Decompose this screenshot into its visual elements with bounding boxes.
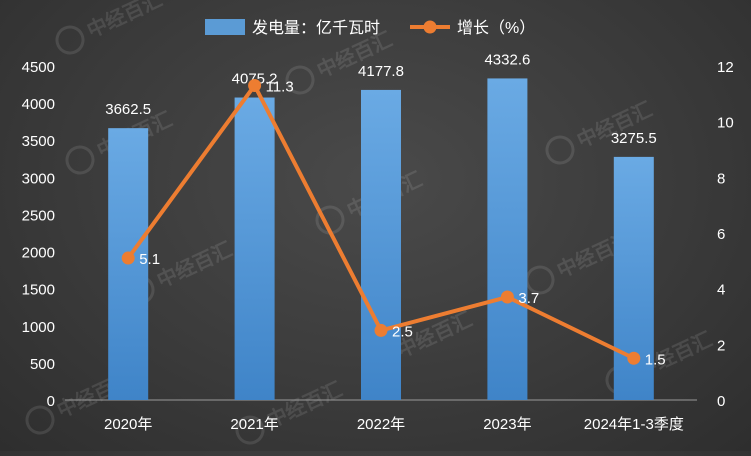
y-right-tick-label: 12 — [717, 59, 734, 76]
line-data-labels: 5.1 11.3 2.5 3.7 1.5 — [139, 78, 665, 368]
legend: 发电量：亿千瓦时 增长（%） — [205, 19, 535, 37]
legend-line-label: 增长（%） — [457, 19, 535, 37]
line-data-label: 11.3 — [266, 78, 294, 95]
y-left-tick-label: 4500 — [22, 59, 55, 76]
line-data-label: 3.7 — [518, 290, 539, 307]
bar-data-label: 4332.6 — [484, 51, 530, 68]
bar-data-label: 3662.5 — [105, 101, 151, 118]
y-right-tick-label: 2 — [717, 337, 725, 354]
line-series — [121, 78, 641, 365]
bar-data-label: 3275.5 — [611, 130, 657, 147]
axes: 0 500 1000 1500 2000 2500 3000 3500 4000 4500 0 2 4 6… — [22, 59, 734, 433]
x-tick-label: 2022年 — [357, 416, 405, 433]
watermark-logo — [545, 135, 575, 165]
line-data-label: 2.5 — [392, 323, 413, 340]
line-point — [627, 351, 641, 365]
watermark-logo — [315, 205, 345, 235]
watermark-logo — [65, 145, 95, 175]
legend-bar-label: 发电量：亿千瓦时 — [252, 19, 380, 37]
x-tick-label: 2021年 — [230, 416, 278, 433]
line-point — [121, 251, 135, 265]
legend-bar-swatch — [205, 19, 245, 35]
x-tick-label: 2023年 — [483, 416, 531, 433]
watermark-logo — [235, 415, 265, 445]
legend-line-marker — [423, 20, 437, 34]
y-left-tick-label: 2500 — [22, 207, 55, 224]
bar — [487, 78, 528, 400]
y-left-tick-label: 4000 — [22, 96, 55, 113]
y-left-tick-label: 500 — [30, 356, 55, 373]
y-left-tick-label: 0 — [47, 393, 55, 410]
y-right-tick-label: 8 — [717, 170, 725, 187]
x-tick-label: 2020年 — [104, 416, 152, 433]
y-right-tick-label: 10 — [717, 115, 734, 132]
watermark-logo — [25, 405, 55, 435]
watermark-logo — [55, 25, 85, 55]
x-tick-label: 2024年1-3季度 — [584, 416, 684, 433]
bar-data-label: 4177.8 — [358, 63, 404, 80]
watermark: 中经百汇 — [55, 0, 166, 55]
line-point — [500, 290, 514, 304]
line-data-label: 5.1 — [139, 251, 160, 268]
line-data-label: 1.5 — [645, 351, 666, 368]
y-right-tick-label: 0 — [717, 393, 725, 410]
y-left-tick-label: 2000 — [22, 245, 55, 262]
y-right-tick-label: 6 — [717, 226, 725, 243]
y-left-tick-label: 3000 — [22, 170, 55, 187]
bar — [234, 97, 275, 400]
line-point — [374, 323, 388, 337]
y-left-tick-label: 1000 — [22, 319, 55, 336]
watermark-logo — [525, 265, 555, 295]
bar — [361, 89, 401, 400]
y-right-tick-label: 4 — [717, 282, 725, 299]
watermark-logo — [285, 65, 315, 95]
y-left-tick-label: 1500 — [22, 282, 55, 299]
y-left-tick-label: 3500 — [22, 133, 55, 150]
watermark-text: 中经百汇 — [153, 237, 236, 293]
watermark-text: 中经百汇 — [83, 0, 166, 42]
line-point — [248, 78, 262, 92]
bar-series — [108, 78, 654, 400]
